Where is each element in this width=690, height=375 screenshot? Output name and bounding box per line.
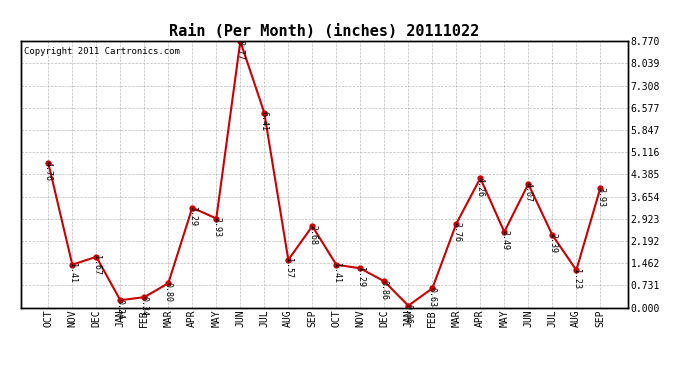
Text: 0.34: 0.34 — [140, 296, 149, 316]
Text: 2.49: 2.49 — [500, 230, 509, 251]
Text: 2.68: 2.68 — [308, 225, 317, 245]
Text: 0.86: 0.86 — [380, 280, 389, 300]
Title: Rain (Per Month) (inches) 20111022: Rain (Per Month) (inches) 20111022 — [169, 24, 480, 39]
Text: 2.93: 2.93 — [212, 217, 221, 237]
Text: 1.23: 1.23 — [572, 268, 581, 289]
Text: 6.41: 6.41 — [260, 111, 269, 131]
Text: 4.76: 4.76 — [44, 162, 53, 182]
Text: 1.57: 1.57 — [284, 258, 293, 278]
Text: Copyright 2011 Cartronics.com: Copyright 2011 Cartronics.com — [23, 46, 179, 56]
Text: 0.80: 0.80 — [164, 282, 173, 302]
Text: 0.63: 0.63 — [428, 287, 437, 307]
Text: 3.29: 3.29 — [188, 206, 197, 226]
Text: 4.07: 4.07 — [524, 182, 533, 203]
Text: 0.06: 0.06 — [404, 304, 413, 324]
Text: 4.26: 4.26 — [476, 177, 485, 197]
Text: 1.41: 1.41 — [68, 263, 77, 283]
Text: 3.93: 3.93 — [596, 187, 605, 207]
Text: 2.76: 2.76 — [452, 222, 461, 242]
Text: 1.67: 1.67 — [92, 255, 101, 275]
Text: 0.24: 0.24 — [116, 299, 125, 319]
Text: 8.77: 8.77 — [236, 40, 245, 60]
Text: 2.39: 2.39 — [548, 233, 557, 254]
Text: 1.29: 1.29 — [356, 267, 365, 287]
Text: 1.41: 1.41 — [332, 263, 341, 283]
